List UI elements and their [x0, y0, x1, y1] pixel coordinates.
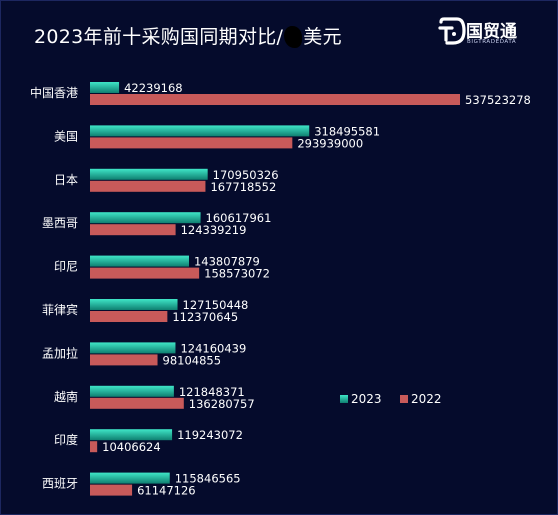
logo-subtitle: BIGTRADEDATA: [467, 39, 517, 45]
bar-2023: [90, 125, 310, 137]
logo-name: 国贸通: [466, 22, 517, 42]
bar-2022: [90, 180, 206, 192]
data-label-2022: 112370645: [172, 310, 238, 324]
data-label-2023: 119243072: [177, 428, 243, 442]
data-label-2022: 98104855: [163, 353, 222, 367]
bar-2022: [90, 94, 460, 105]
bar-2022: [90, 311, 168, 322]
legend-swatch-2022: [400, 395, 408, 403]
bar-2022: [90, 397, 184, 409]
bar-2023: [90, 168, 208, 180]
data-label-2023: 115846565: [175, 472, 241, 486]
data-label-2023: 170950326: [213, 168, 279, 182]
data-label-2022: 537523278: [465, 93, 531, 107]
category-label: 日本: [54, 173, 78, 187]
bar-2022: [90, 441, 98, 453]
bar-2022: [90, 267, 200, 279]
redaction-blot: [284, 26, 303, 48]
bar-2023: [90, 342, 176, 354]
data-label-2022: 136280757: [189, 397, 255, 411]
bar-2023: [90, 385, 174, 397]
bar-2022: [90, 137, 293, 149]
bar-2023: [90, 212, 201, 224]
category-label: 孟加拉: [42, 345, 78, 360]
category-label: 墨西哥: [42, 216, 78, 230]
data-label-2022: 158573072: [204, 267, 270, 281]
category-label: 菲律宾: [42, 302, 78, 317]
legend-label-2022: 2022: [411, 392, 442, 406]
category-label: 越南: [54, 389, 78, 404]
chart-title: 2023年前十采购国同期对比/美元: [34, 22, 342, 49]
bar-2023: [90, 472, 170, 484]
bar-2023: [90, 82, 120, 93]
title-text-after: 美元: [303, 26, 342, 48]
category-label: 西班牙: [42, 477, 78, 491]
data-label-2022: 293939000: [297, 136, 363, 150]
legend-label-2023: 2023: [351, 392, 382, 406]
category-label: 印尼: [54, 260, 78, 274]
bar-2022: [90, 484, 133, 496]
data-label-2023: 124160439: [180, 341, 246, 355]
data-label-2022: 10406624: [102, 440, 161, 454]
data-label-2023: 318495581: [314, 124, 380, 138]
bar-2023: [90, 429, 173, 441]
data-label-2023: 143807879: [194, 255, 260, 269]
title-text-before: 2023年前十采购国同期对比/: [34, 26, 284, 48]
bar-2022: [90, 354, 158, 366]
data-label-2023: 127150448: [183, 298, 249, 312]
data-label-2023: 160617961: [206, 211, 272, 225]
category-label: 印度: [54, 432, 78, 447]
data-label-2022: 124339219: [181, 223, 247, 237]
bar-2022: [90, 224, 176, 236]
bigtradedata-logo-icon: [438, 17, 466, 45]
data-label-2023: 121848371: [179, 385, 245, 399]
category-label: 中国香港: [30, 85, 78, 100]
data-label-2022: 61147126: [137, 484, 196, 498]
data-label-2023: 42239168: [124, 81, 183, 95]
data-label-2022: 167718552: [210, 180, 276, 194]
legend-swatch-2023: [340, 395, 348, 403]
bar-2023: [90, 299, 178, 310]
bar-2023: [90, 255, 189, 267]
brand-logo: 国贸通 BIGTRADEDATA: [438, 16, 538, 50]
category-label: 美国: [54, 129, 78, 143]
